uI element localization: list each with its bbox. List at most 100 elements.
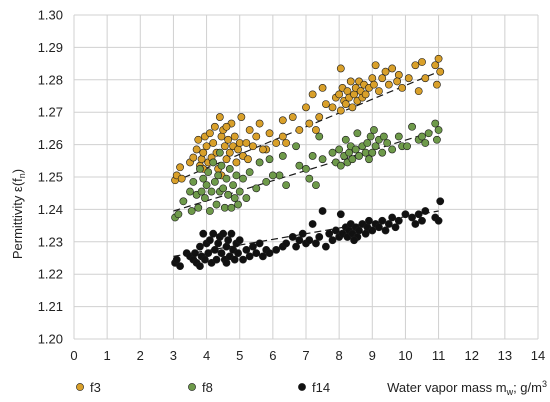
data-point (207, 187, 216, 196)
data-point (308, 90, 317, 99)
data-point (225, 148, 234, 157)
data-point (176, 262, 184, 270)
data-point (265, 129, 274, 138)
data-point (408, 213, 416, 222)
data-point (393, 77, 402, 86)
trend-line-f3 (173, 71, 439, 183)
data-point (383, 139, 392, 147)
data-point (318, 207, 327, 215)
data-point (209, 229, 218, 238)
data-point (278, 132, 287, 141)
x-tick-label: 5 (236, 348, 243, 363)
data-point (366, 132, 375, 141)
data-point (202, 142, 211, 151)
data-point (345, 148, 353, 157)
data-point (336, 106, 345, 115)
data-point (424, 129, 433, 138)
data-point (363, 139, 372, 147)
data-point (295, 126, 304, 134)
data-point (232, 158, 241, 167)
data-point (436, 197, 445, 206)
data-point (227, 229, 236, 238)
data-point (404, 74, 413, 83)
data-point (351, 145, 360, 154)
data-point (199, 148, 208, 157)
data-point (381, 226, 390, 235)
data-point (368, 226, 377, 235)
data-point (205, 236, 214, 245)
x-tick-label: 14 (531, 348, 545, 363)
data-point (265, 249, 274, 258)
data-point (189, 177, 198, 186)
data-point (418, 58, 426, 66)
data-point (411, 220, 420, 228)
y-tick-label: 1.30 (38, 8, 63, 23)
data-point (434, 216, 443, 225)
data-point (414, 210, 423, 219)
data-point (336, 210, 345, 219)
data-point (282, 239, 291, 248)
data-point (199, 174, 208, 183)
data-point (217, 132, 226, 141)
data-point (222, 174, 231, 183)
y-tick-label: 1.25 (38, 170, 63, 185)
data-point (204, 168, 213, 177)
data-point (321, 242, 330, 251)
data-point (224, 236, 233, 245)
data-point (308, 220, 317, 228)
legend-item-f14: f14 (298, 380, 330, 395)
data-point (252, 132, 261, 141)
data-point (431, 61, 440, 70)
data-point (252, 184, 261, 193)
data-point (433, 80, 441, 89)
data-point (384, 80, 393, 89)
data-point (235, 236, 244, 245)
data-point (201, 255, 209, 264)
data-point (282, 139, 291, 147)
data-point (212, 200, 221, 209)
data-point (336, 64, 345, 73)
data-point (328, 103, 337, 112)
data-point (305, 119, 314, 128)
data-point (414, 87, 423, 96)
data-point (365, 155, 373, 164)
data-point (433, 135, 441, 144)
x-axis-title: Water vapor mass mw; g/m3 (387, 379, 547, 397)
data-point (421, 139, 430, 147)
data-point (394, 71, 403, 79)
legend-label: f14 (312, 380, 330, 395)
data-point (268, 171, 277, 180)
data-point (262, 177, 271, 186)
y-tick-label: 1.26 (38, 137, 63, 152)
data-point (234, 200, 242, 209)
x-tick-label: 8 (336, 348, 343, 363)
data-point (249, 142, 257, 151)
y-tick-label: 1.22 (38, 267, 63, 282)
data-point (245, 168, 254, 177)
data-point (384, 220, 393, 228)
data-point (315, 233, 324, 241)
data-point (219, 229, 228, 238)
data-point (275, 171, 284, 180)
data-point (210, 122, 219, 131)
data-point (210, 245, 219, 254)
data-point (222, 258, 231, 267)
x-tick-label: 11 (432, 348, 446, 363)
data-point (272, 139, 281, 147)
data-point (361, 229, 370, 238)
legend-label: f3 (90, 380, 101, 395)
data-point (242, 139, 251, 147)
y-tick-label: 1.21 (38, 299, 63, 314)
data-point (305, 236, 314, 245)
data-point (259, 145, 267, 154)
data-point (222, 155, 231, 164)
data-point (278, 116, 287, 125)
x-axis-ticks: 0 1 2 3 4 5 6 7 8 9 10 11 12 13 14 (70, 348, 545, 363)
data-point (252, 249, 261, 258)
data-point (335, 145, 344, 154)
data-point (378, 148, 387, 157)
data-point (186, 187, 194, 196)
y-tick-label: 1.28 (38, 72, 63, 87)
data-point (196, 242, 204, 251)
legend: f3 f8 f14 (76, 380, 330, 395)
